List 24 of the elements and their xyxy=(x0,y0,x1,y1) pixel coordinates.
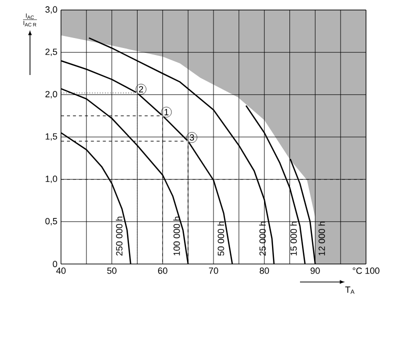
y-tick-label: 1,5 xyxy=(46,133,58,141)
x-tick-label: 40 xyxy=(56,268,66,274)
y-tick-label: 2,5 xyxy=(45,48,58,56)
text: 12 000 h xyxy=(318,222,325,256)
text: 250 000 h xyxy=(116,216,122,256)
x-tick-label: 60 xyxy=(158,268,168,274)
x-tick-label: 90 xyxy=(310,268,320,274)
y-tick-label: 1,0 xyxy=(46,176,58,184)
text: 50 000 h xyxy=(218,222,224,256)
y-tick-label: 0 xyxy=(52,260,58,268)
text: 15 000 h xyxy=(290,222,297,256)
y-tick-label: 3,0 xyxy=(45,6,58,14)
x-tick-label: 70 xyxy=(208,268,218,274)
annotation: 2 xyxy=(138,86,144,92)
x-tick-label: 80 xyxy=(260,268,269,274)
x-tick-label: °C 100 xyxy=(352,268,380,274)
y-axis-title: $\frac{\mathrm{I}_{\mathrm{AC}}}{\mathrm{I}_{\mathrm{AC\,R}}}$ xyxy=(23,14,37,26)
text: 25 000 h xyxy=(259,222,266,256)
annotation: 3 xyxy=(190,134,194,141)
x-axis-title: T$_{A}$ xyxy=(345,286,354,294)
x-tick-label: 50 xyxy=(107,268,116,274)
y-tick-label: 2,0 xyxy=(45,90,58,98)
y-tick-label: 0,5 xyxy=(45,218,58,226)
annotation: 1 xyxy=(164,109,168,116)
